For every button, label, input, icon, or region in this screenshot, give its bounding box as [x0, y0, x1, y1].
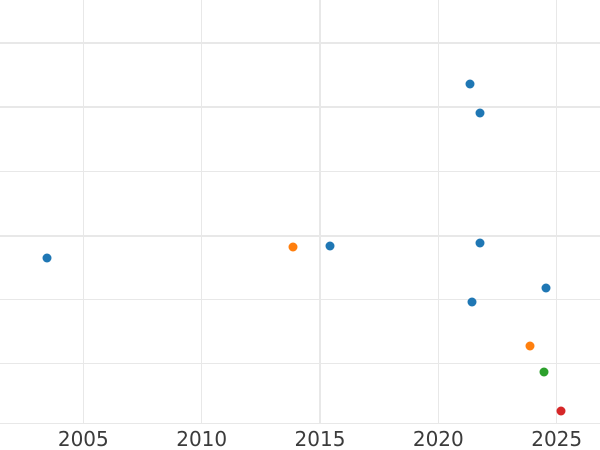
series-blue-point	[475, 238, 485, 248]
series-blue-point	[541, 283, 551, 293]
y-gridline	[0, 362, 600, 365]
series-blue-point	[42, 253, 52, 262]
x-gridline	[201, 0, 203, 424]
y-gridline	[0, 106, 600, 108]
y-gridline	[0, 42, 600, 44]
series-red-point	[556, 406, 566, 416]
x-gridline	[556, 0, 558, 424]
series-orange-point	[525, 341, 534, 350]
y-gridline	[0, 170, 600, 173]
x-tick-label: 2025	[531, 427, 583, 450]
x-tick-label: 2015	[294, 427, 346, 450]
series-orange-point	[288, 242, 298, 252]
series-blue-point	[467, 297, 477, 307]
x-gridline	[319, 0, 321, 424]
x-tick-label: 2005	[57, 427, 109, 450]
series-green-point	[539, 367, 548, 377]
y-gridline	[0, 235, 600, 237]
x-gridline	[437, 0, 439, 424]
series-blue-point	[325, 241, 335, 251]
x-tick-label: 2010	[176, 427, 228, 450]
series-blue-point	[475, 108, 485, 118]
x-tick-label: 2020	[412, 427, 464, 450]
y-gridline	[0, 298, 600, 301]
x-gridline	[82, 0, 84, 424]
series-blue-point	[465, 79, 475, 89]
y-gridline	[0, 422, 600, 425]
